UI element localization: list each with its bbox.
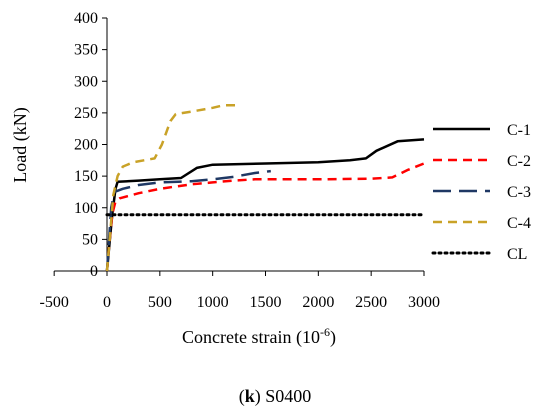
series-line-c-4 xyxy=(105,104,240,272)
series-line-c-2 xyxy=(105,162,425,272)
series-line-c-3 xyxy=(105,169,271,272)
y-tick-label: 150 xyxy=(74,168,98,185)
y-tick-label: 250 xyxy=(74,105,98,122)
figure-caption: (k) S0400 xyxy=(238,386,312,406)
x-tick-label: 1000 xyxy=(197,294,229,311)
y-tick-label: 350 xyxy=(74,42,98,59)
x-tick-label: 2500 xyxy=(355,294,387,311)
legend-label-c-3: C-3 xyxy=(507,184,531,201)
x-tick-label: 0 xyxy=(103,294,111,311)
x-axis-title-end: ) xyxy=(330,327,336,348)
x-tick-label: 2000 xyxy=(302,294,334,311)
chart: 0 50 100 150 200 250 300 350 400 -500 0 500 1000 1500… xyxy=(10,10,531,348)
axes: 0 50 100 150 200 250 300 350 400 -500 0 500 1000 1500… xyxy=(40,10,440,311)
y-tick-label: 200 xyxy=(74,137,98,154)
legend: C-1 C-2 C-3 C-4 CL xyxy=(431,122,531,263)
y-tick-label: 400 xyxy=(74,10,98,27)
y-tick-label: 50 xyxy=(82,231,98,248)
legend-label-c-2: C-2 xyxy=(507,153,531,170)
series-layer xyxy=(105,104,426,272)
caption-text: S0400 xyxy=(265,386,312,406)
legend-label-cl: CL xyxy=(507,246,527,263)
x-tick-label: 3000 xyxy=(408,294,440,311)
x-tick-label: 500 xyxy=(148,294,172,311)
series-line-c-1 xyxy=(105,138,425,272)
x-tick-label: 1500 xyxy=(250,294,282,311)
y-axis-title: Load (kN) xyxy=(10,107,31,182)
y-tick-label: 100 xyxy=(74,200,98,217)
x-tick-label: -500 xyxy=(40,294,69,311)
y-tick-label: 300 xyxy=(74,73,98,90)
x-axis-title: Concrete strain (10-6) xyxy=(182,325,336,348)
caption-letter: k xyxy=(244,386,255,406)
legend-label-c-1: C-1 xyxy=(507,122,531,139)
x-axis-title-main: Concrete strain (10 xyxy=(182,327,320,348)
x-axis-title-sup: -6 xyxy=(320,325,330,339)
legend-label-c-4: C-4 xyxy=(507,215,531,232)
y-tick-label: 0 xyxy=(90,263,98,280)
